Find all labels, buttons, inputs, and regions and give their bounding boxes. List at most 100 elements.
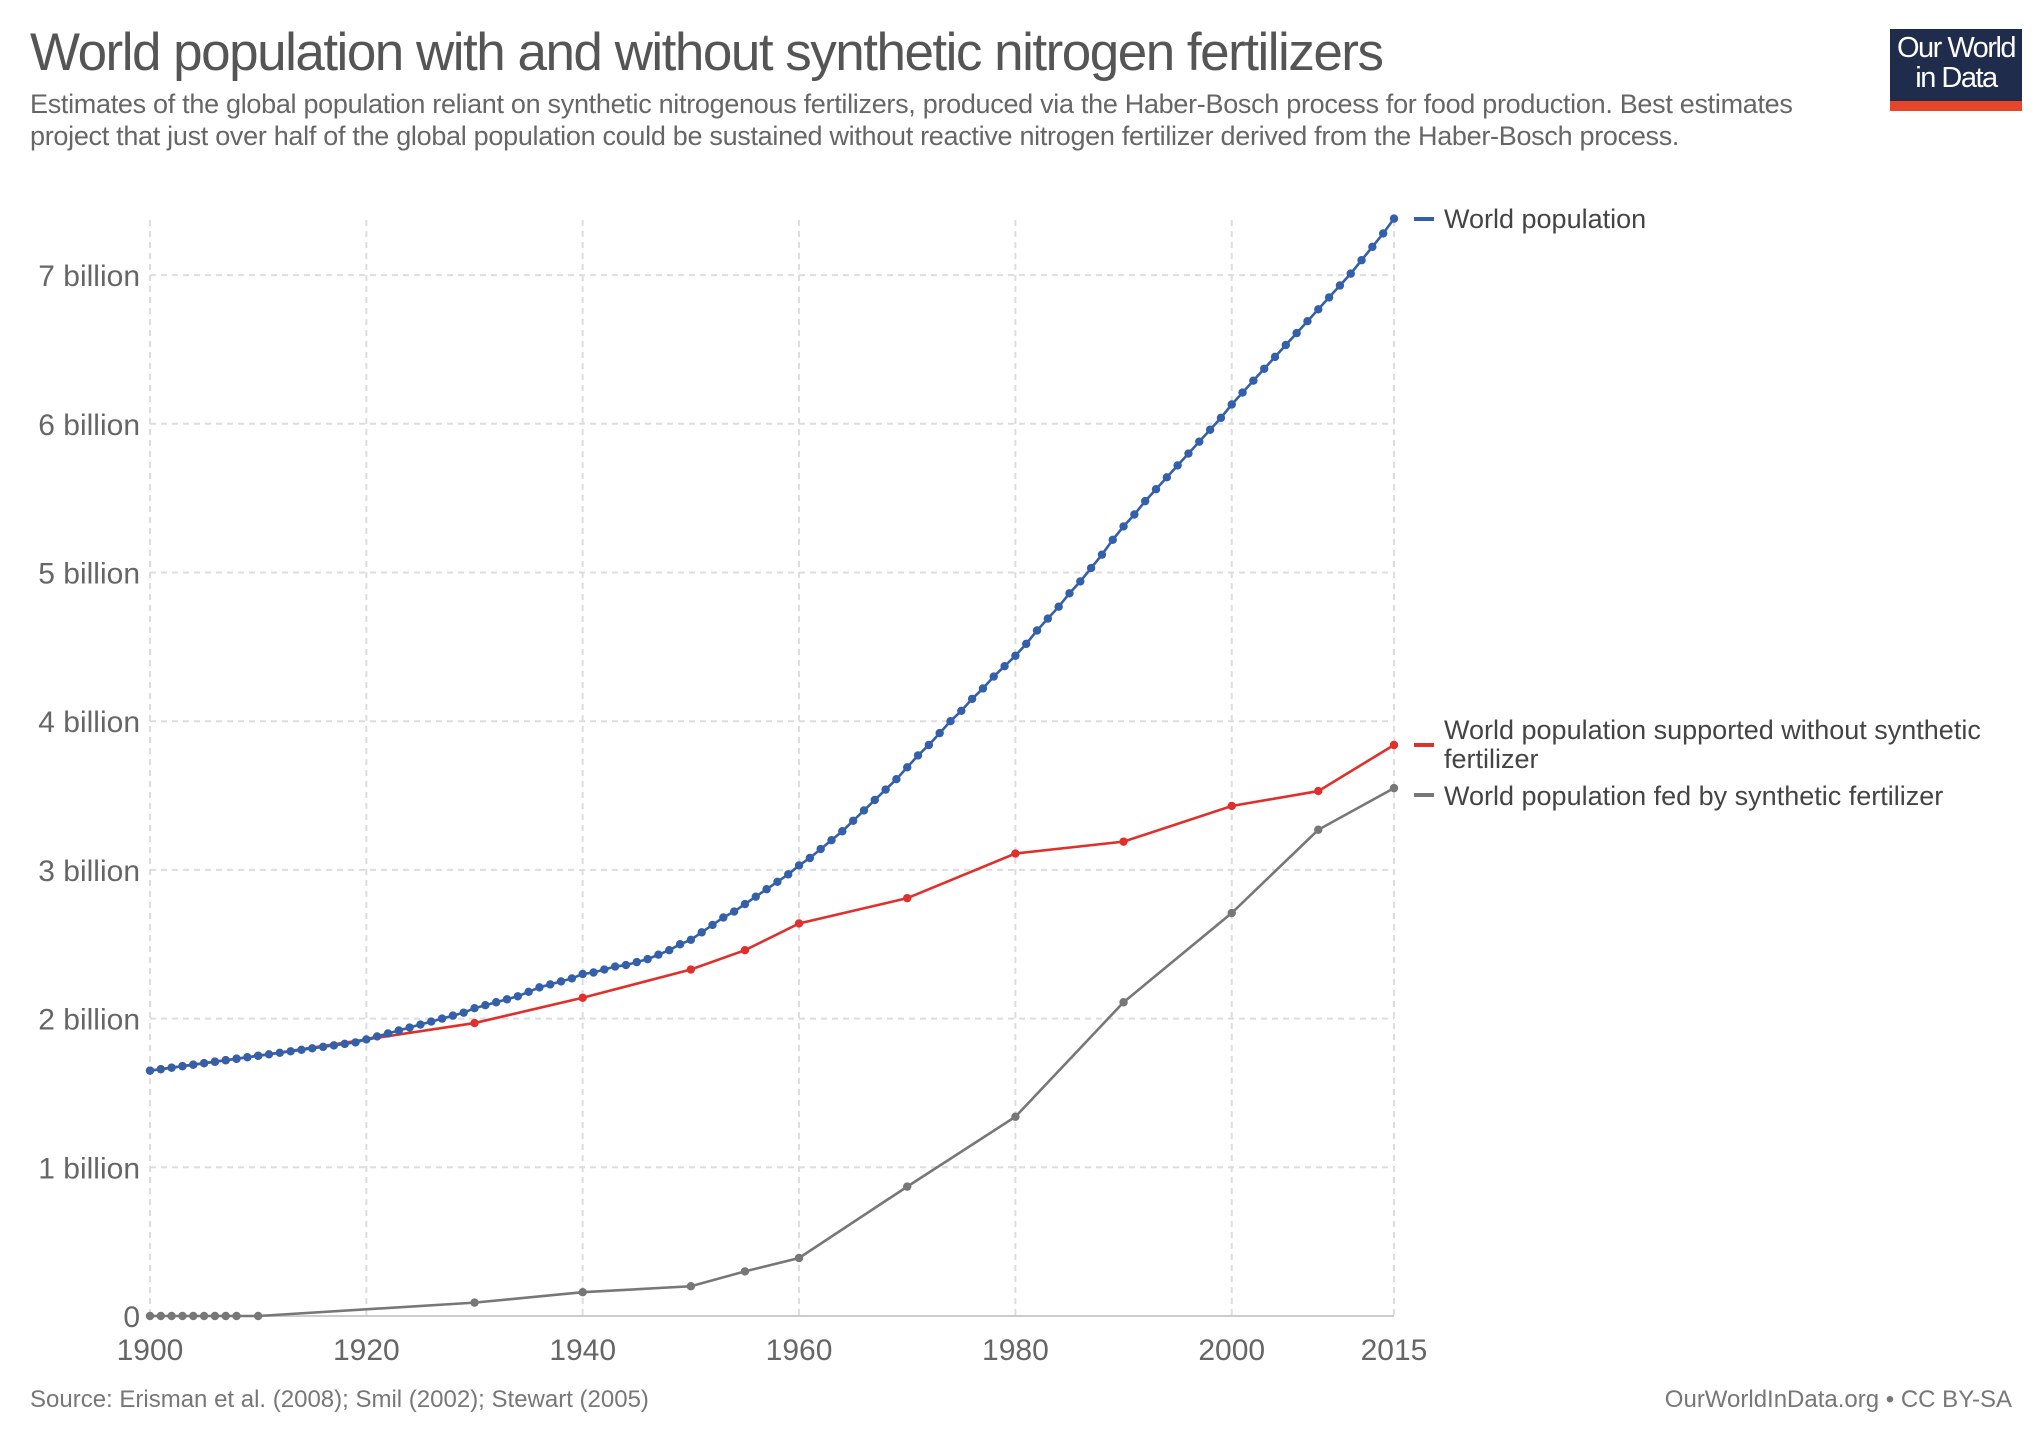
data-point: [535, 983, 544, 992]
data-point: [1335, 281, 1345, 290]
data-point: [286, 1047, 295, 1056]
data-point: [686, 935, 696, 944]
data-point: [578, 993, 587, 1002]
data-point: [773, 877, 782, 886]
series-line: [150, 786, 1395, 1318]
data-point: [1270, 352, 1280, 362]
data-point: [816, 844, 825, 854]
data-point: [935, 728, 944, 738]
x-tick-label: 1920: [333, 1334, 400, 1367]
data-point: [740, 899, 750, 909]
data-point: [957, 706, 966, 715]
x-tick-label: 2015: [1361, 1334, 1428, 1367]
data-point: [1281, 340, 1291, 350]
data-point: [416, 1020, 425, 1029]
data-point: [351, 1038, 360, 1047]
chart-subtitle: Estimates of the global population relia…: [30, 89, 1793, 151]
y-tick-label: 1 billion: [38, 1152, 140, 1185]
data-point: [1195, 437, 1204, 446]
owid-logo[interactable]: Our World in Data: [1890, 29, 2022, 111]
data-point: [1011, 849, 1020, 858]
y-tick-label: 3 billion: [38, 855, 140, 888]
data-point: [1205, 425, 1215, 434]
data-point: [1378, 229, 1388, 238]
legend-label: World population: [1444, 204, 1646, 234]
data-point: [156, 1311, 166, 1321]
data-point: [751, 892, 760, 901]
data-point: [167, 1063, 176, 1072]
data-point: [437, 1014, 447, 1023]
data-point: [1130, 510, 1139, 519]
data-point: [189, 1311, 198, 1321]
data-point: [827, 835, 836, 845]
chart-title: World population with and without synthe…: [30, 23, 1384, 82]
data-point: [1097, 550, 1107, 559]
series-line: [149, 743, 1395, 1072]
y-tick-label: 5 billion: [38, 558, 140, 591]
data-point: [946, 717, 955, 726]
data-point: [686, 1282, 696, 1291]
data-point: [643, 954, 652, 964]
x-tick-label: 1900: [117, 1334, 184, 1367]
data-point: [794, 1253, 804, 1263]
data-point: [1314, 786, 1323, 796]
data-point: [1292, 328, 1301, 338]
data-point: [600, 965, 609, 974]
data-point: [989, 672, 998, 681]
data-point: [967, 694, 977, 704]
source-note: Source: Erisman et al. (2008); Smil (200…: [30, 1386, 649, 1413]
data-point: [167, 1311, 176, 1321]
y-tick-label: 0: [123, 1301, 140, 1334]
data-point: [448, 1011, 458, 1020]
data-point: [719, 913, 728, 922]
data-point: [383, 1029, 393, 1038]
y-tick-label: 7 billion: [38, 260, 140, 293]
data-point: [1368, 242, 1377, 252]
legend-label-cont: fertilizer: [1444, 744, 1539, 774]
data-point: [675, 940, 685, 949]
data-point: [362, 1035, 371, 1044]
data-point: [1119, 522, 1128, 531]
data-point: [665, 945, 674, 955]
data-point: [329, 1041, 339, 1050]
data-point: [924, 740, 934, 750]
data-point: [1357, 256, 1366, 265]
data-point: [308, 1044, 317, 1053]
data-point: [1314, 825, 1323, 834]
data-point: [427, 1017, 436, 1026]
data-point: [1141, 496, 1150, 506]
data-point: [264, 1050, 274, 1059]
data-point: [654, 950, 663, 959]
data-point: [470, 1298, 479, 1307]
data-point: [1389, 783, 1399, 793]
data-point: [870, 795, 879, 805]
data-point: [578, 969, 587, 979]
y-axis-ticks: 0 1 billion 2 billion 3 billion 4 billion 5 b…: [38, 260, 140, 1334]
data-point: [567, 974, 577, 983]
data-point: [686, 965, 696, 974]
data-point: [794, 919, 804, 928]
data-point: [189, 1060, 198, 1069]
data-point: [1119, 837, 1128, 846]
data-point: [318, 1042, 328, 1052]
data-point: [1076, 577, 1085, 586]
data-point: [232, 1054, 241, 1063]
data-point: [1086, 563, 1096, 573]
credit-link[interactable]: OurWorldInData.org • CC BY-SA: [1664, 1386, 2012, 1413]
data-point: [881, 785, 890, 794]
data-point: [762, 885, 771, 894]
data-point: [589, 968, 598, 977]
legend-item-1: World population supported without synth…: [1414, 715, 1981, 774]
legend-label: World population supported without synth…: [1444, 715, 1981, 745]
data-point: [1389, 214, 1399, 223]
legend-item-2: World population fed by synthetic fertil…: [1414, 781, 1943, 811]
series-0: [145, 214, 1399, 1075]
data-point: [1216, 413, 1226, 423]
legend-label: World population fed by synthetic fertil…: [1444, 781, 1943, 811]
data-point: [1389, 740, 1399, 750]
data-point: [232, 1311, 241, 1321]
data-point: [502, 995, 512, 1004]
data-point: [145, 1066, 155, 1075]
data-point: [524, 987, 533, 997]
data-point: [491, 998, 501, 1007]
